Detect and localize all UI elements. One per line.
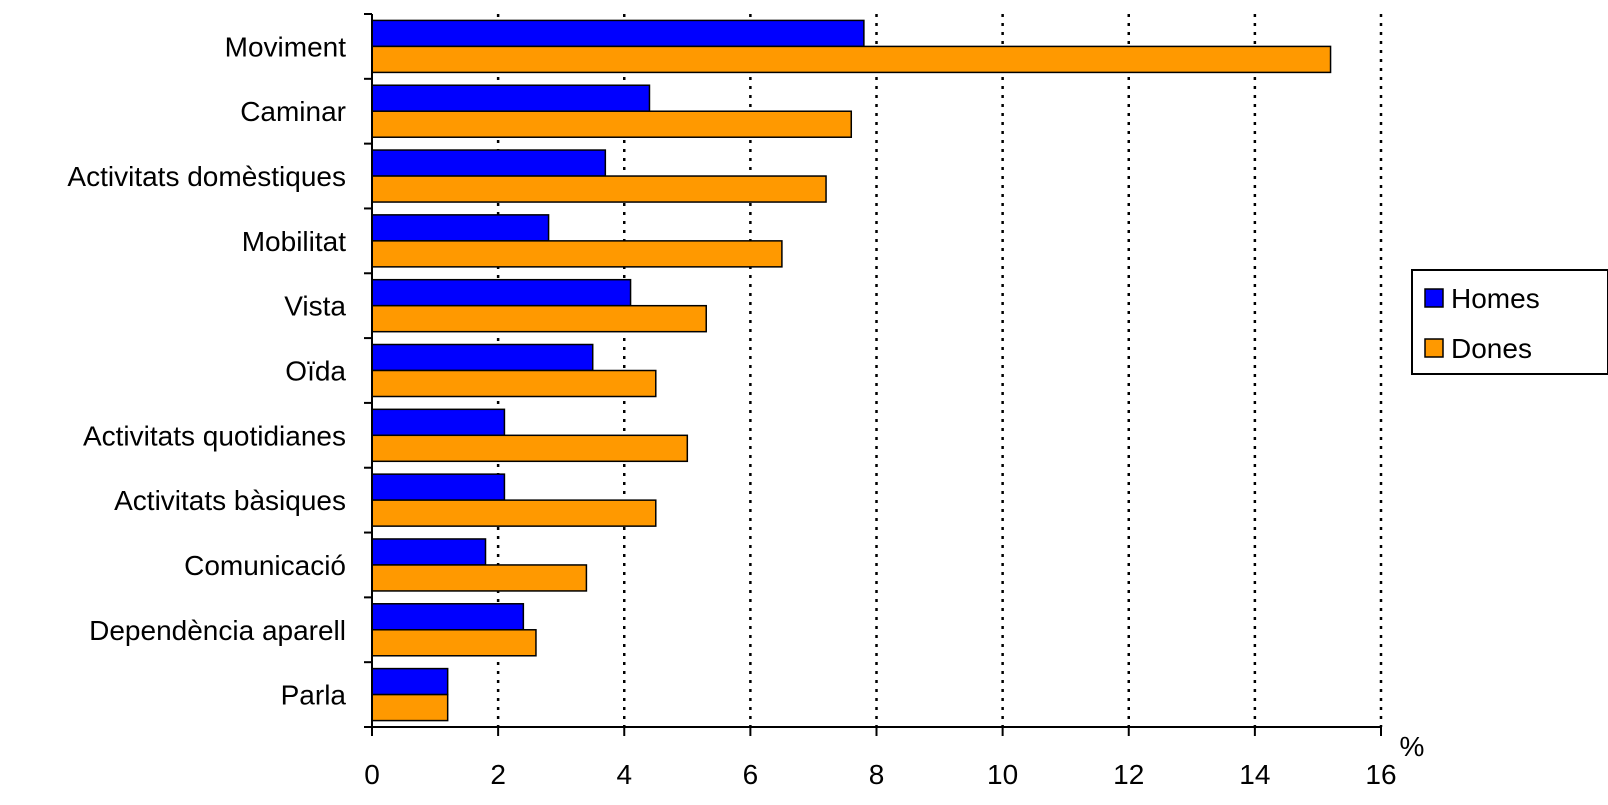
bar-dones-3 [371, 240, 783, 268]
legend-label-homes: Homes [1451, 283, 1540, 314]
x-unit-label: % [1400, 731, 1425, 762]
x-tick-label-6: 12 [1113, 759, 1144, 790]
bar-homes-0 [371, 19, 865, 48]
bars [371, 19, 1332, 722]
category-label-3: Mobilitat [242, 226, 346, 257]
category-label-2: Activitats domèstiques [67, 161, 346, 192]
bar-homes-7 [371, 473, 506, 501]
x-tick-label-2: 4 [616, 759, 632, 790]
bar-homes-6 [371, 408, 506, 437]
bar-homes-9 [371, 603, 525, 631]
category-label-1: Caminar [240, 96, 346, 127]
bar-homes-2 [371, 149, 607, 177]
axes [364, 13, 1382, 736]
x-tick-label-0: 0 [364, 759, 380, 790]
legend-box [1411, 269, 1608, 375]
bar-dones-6 [371, 434, 689, 463]
category-label-9: Dependència aparell [89, 615, 346, 646]
bar-dones-2 [371, 175, 827, 203]
x-tick-label-1: 2 [490, 759, 506, 790]
category-label-7: Activitats bàsiques [114, 485, 346, 516]
x-tick-label-3: 6 [743, 759, 759, 790]
bar-dones-1 [371, 110, 853, 138]
x-tick-label-8: 16 [1365, 759, 1396, 790]
bar-homes-3 [371, 214, 550, 242]
bar-dones-0 [371, 45, 1332, 74]
x-tick-label-7: 14 [1239, 759, 1270, 790]
category-label-10: Parla [281, 680, 347, 711]
bar-homes-8 [371, 538, 487, 566]
bar-dones-9 [371, 629, 537, 657]
category-label-5: Oïda [285, 356, 346, 387]
category-label-4: Vista [284, 291, 346, 322]
bar-dones-4 [371, 304, 707, 333]
legend-swatch-homes [1424, 288, 1444, 308]
legend-label-dones: Dones [1451, 333, 1532, 364]
bar-homes-5 [371, 343, 594, 372]
bar-homes-1 [371, 84, 651, 112]
bar-dones-7 [371, 499, 657, 527]
category-labels: Moviment Caminar Activitats domèstiques Mob… [67, 31, 346, 710]
bar-homes-10 [371, 667, 449, 696]
x-tick-label-5: 10 [987, 759, 1018, 790]
bar-dones-10 [371, 693, 449, 722]
legend: Homes Dones [1411, 269, 1608, 375]
x-tick-labels: 0 2 4 6 8 10 12 14 16 [364, 759, 1396, 790]
legend-swatch-dones [1424, 338, 1444, 358]
bar-dones-5 [371, 369, 657, 398]
category-label-0: Moviment [225, 31, 347, 62]
bar-dones-8 [371, 564, 588, 592]
x-tick-label-4: 8 [869, 759, 885, 790]
category-label-6: Activitats quotidianes [83, 420, 346, 451]
bar-homes-4 [371, 278, 632, 307]
category-label-8: Comunicació [184, 550, 346, 581]
